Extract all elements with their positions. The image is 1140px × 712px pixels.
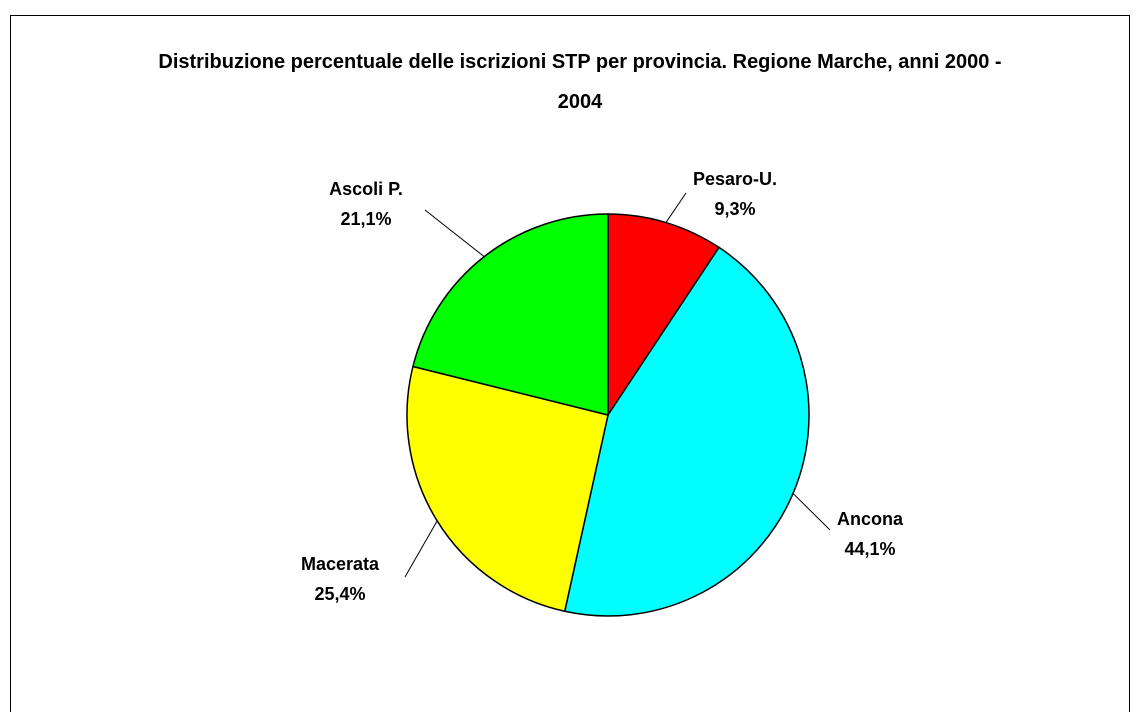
- value-label: 9,3%: [714, 199, 755, 219]
- chart-title: Distribuzione percentuale delle iscrizio…: [158, 51, 1002, 113]
- leader-line: [404, 520, 438, 578]
- slice-label: Macerata: [301, 554, 380, 574]
- value-label: 21,1%: [340, 209, 391, 229]
- slice-label: Ascoli P.: [329, 179, 403, 199]
- leader-line: [424, 209, 485, 258]
- slice-label: Pesaro-U.: [693, 169, 777, 189]
- chart-frame: [10, 15, 1130, 712]
- value-label: 44,1%: [844, 539, 895, 559]
- pie-slice: [412, 213, 609, 416]
- slice-label: Ancona: [837, 509, 904, 529]
- leader-line: [665, 192, 687, 223]
- value-label: 25,4%: [314, 584, 365, 604]
- leader-line: [792, 493, 831, 531]
